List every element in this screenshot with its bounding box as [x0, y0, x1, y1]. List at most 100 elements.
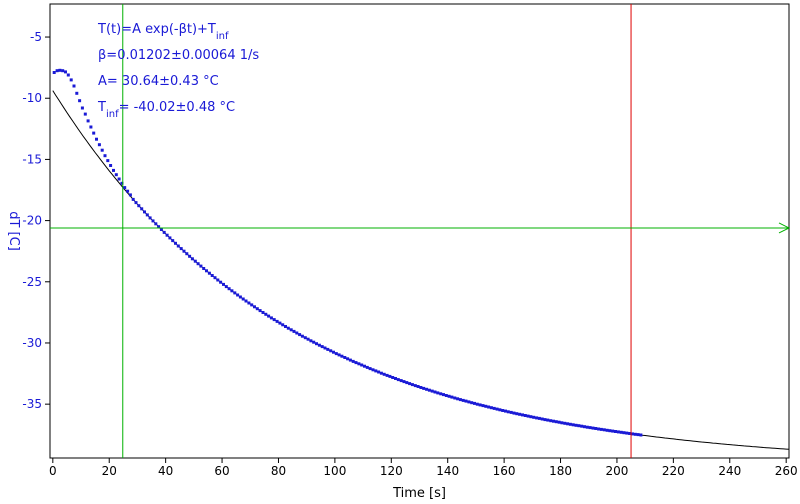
data-point	[241, 297, 245, 301]
data-point	[286, 326, 290, 330]
data-point	[363, 364, 366, 368]
data-point	[244, 299, 248, 303]
data-point	[238, 295, 242, 299]
data-point	[379, 371, 383, 375]
fit-curve	[52, 90, 790, 450]
data-point	[320, 345, 324, 349]
data-point	[489, 406, 493, 410]
data-point	[585, 425, 589, 429]
data-point	[151, 219, 155, 223]
data-point	[377, 370, 381, 374]
x-axis-title: Time [s]	[392, 486, 446, 501]
data-point	[532, 415, 536, 419]
data-point	[422, 386, 426, 390]
data-point	[433, 390, 437, 394]
data-point	[64, 70, 67, 74]
data-point	[123, 186, 127, 190]
data-point	[332, 350, 335, 354]
data-point	[346, 357, 350, 361]
data-point	[258, 309, 262, 313]
data-point	[560, 421, 564, 425]
data-point	[436, 391, 440, 395]
data-point	[109, 164, 113, 167]
data-point	[199, 264, 203, 268]
data-point	[224, 285, 228, 289]
data-point	[292, 329, 296, 333]
data-point	[360, 363, 364, 367]
data-point	[334, 352, 338, 356]
data-point	[75, 91, 79, 95]
data-point	[597, 427, 601, 431]
data-point	[210, 274, 214, 277]
data-point	[278, 321, 282, 325]
data-point	[450, 395, 454, 399]
data-point	[117, 177, 121, 181]
data-point	[281, 323, 285, 327]
data-point	[484, 404, 488, 408]
data-point	[566, 422, 570, 426]
fit-equation: T(t)=A exp(-βt)+Tinf	[97, 22, 229, 42]
data-point	[284, 325, 287, 328]
cursor-arrow-icon	[778, 222, 791, 234]
data-point	[394, 377, 397, 380]
data-point	[416, 385, 420, 388]
data-point	[89, 125, 93, 129]
data-point	[323, 346, 327, 350]
data-point	[267, 314, 271, 318]
data-point	[619, 430, 623, 434]
data-point	[134, 201, 138, 205]
data-point	[92, 131, 96, 135]
data-point	[100, 148, 104, 152]
data-point	[512, 411, 516, 415]
data-point	[154, 222, 158, 226]
y-tick-label: -15	[22, 152, 42, 166]
data-point	[554, 420, 558, 424]
data-point	[636, 433, 640, 437]
data-point	[616, 430, 620, 434]
data-point	[546, 418, 550, 422]
data-point	[481, 404, 485, 408]
data-point	[174, 241, 177, 245]
data-point	[213, 276, 217, 280]
data-point	[583, 425, 586, 429]
data-point	[340, 354, 344, 358]
y-tick-label: -35	[22, 397, 42, 411]
data-point	[371, 368, 375, 372]
data-point	[300, 334, 304, 338]
data-point	[202, 267, 206, 270]
data-point	[602, 428, 606, 432]
data-point	[131, 197, 135, 201]
data-point	[506, 410, 510, 414]
data-point	[382, 372, 386, 376]
data-point	[182, 249, 186, 253]
data-point	[464, 399, 468, 403]
fit-beta: β=0.01202±0.00064 1/s	[98, 48, 259, 63]
data-point	[337, 353, 341, 357]
data-point	[289, 328, 293, 332]
data-point	[605, 428, 609, 432]
data-point	[343, 356, 347, 359]
data-point	[611, 429, 615, 433]
data-point	[492, 406, 496, 410]
data-point	[470, 401, 474, 405]
data-point	[365, 365, 369, 369]
data-point	[439, 392, 443, 396]
data-point	[148, 216, 152, 220]
x-tick-label: 220	[662, 464, 685, 478]
data-point	[275, 319, 279, 323]
data-point	[188, 254, 192, 258]
data-point	[444, 394, 448, 397]
data-point	[95, 137, 98, 141]
data-point	[196, 262, 200, 266]
data-point	[185, 252, 189, 256]
x-tick-label: 240	[718, 464, 741, 478]
data-point	[78, 99, 82, 103]
data-point	[509, 410, 513, 414]
data-point	[594, 427, 598, 430]
data-point	[216, 278, 220, 282]
data-point	[419, 386, 423, 389]
data-point	[80, 106, 84, 110]
data-point	[207, 271, 211, 275]
